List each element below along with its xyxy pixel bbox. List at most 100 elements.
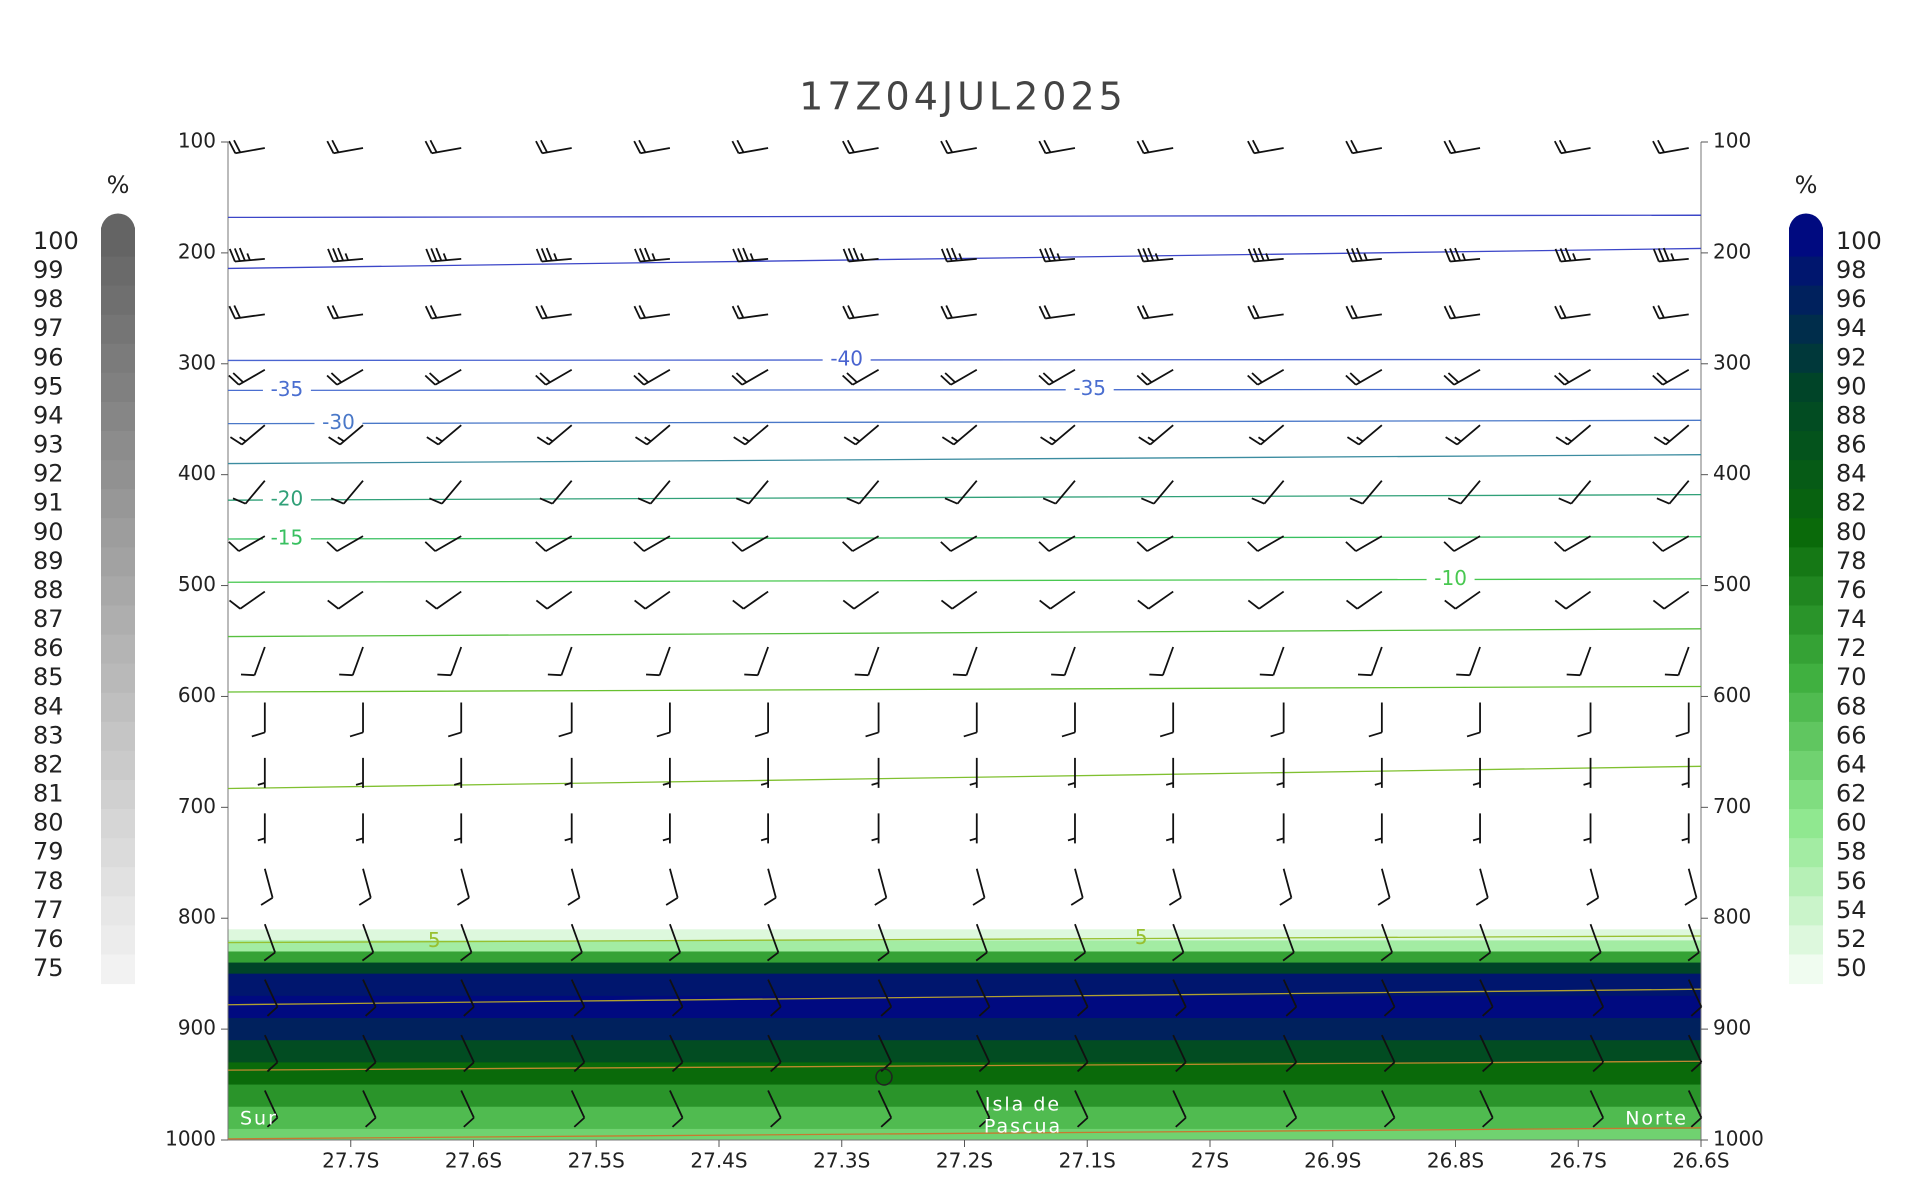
wind-barb	[1346, 247, 1382, 263]
wind-barb	[846, 480, 880, 505]
isotherm	[227, 765, 1702, 790]
colorbar-swatch	[1789, 809, 1823, 839]
colorbar-label: 76	[1836, 576, 1867, 604]
colorbar-swatch	[1789, 431, 1823, 461]
wind-barb	[1675, 702, 1690, 738]
wind-barb	[535, 139, 572, 155]
colorbar-swatch	[101, 779, 135, 810]
colorbar-swatch	[101, 838, 135, 868]
wind-barb	[362, 1090, 377, 1128]
wind-barb	[228, 590, 266, 610]
x-tick-label: 26.8S	[1427, 1149, 1484, 1173]
annotation: Norte	[1625, 1108, 1688, 1130]
wind-barb	[854, 646, 880, 677]
wind-barb	[656, 702, 671, 738]
wind-barb	[1553, 368, 1591, 386]
colorbar-label: 54	[1836, 896, 1867, 924]
colorbar-swatch	[101, 518, 135, 548]
rh-band	[228, 940, 1701, 952]
wind-barb	[1456, 646, 1481, 677]
isotherm	[227, 1127, 1702, 1140]
wind-barb	[547, 646, 573, 677]
wind-barb	[229, 424, 266, 446]
colorbar-unit: %	[107, 171, 130, 199]
wind-barb	[1345, 535, 1383, 552]
marker	[875, 1068, 893, 1086]
isotherm-label: 5	[1135, 925, 1148, 949]
isotherm-label-bg	[822, 348, 871, 371]
wind-barb	[460, 1090, 475, 1128]
wind-barb	[362, 979, 377, 1017]
y2-tick-label: 100	[1713, 129, 1751, 153]
annotation: Isla de	[985, 1094, 1061, 1116]
colorbar-swatch	[1789, 489, 1823, 519]
wind-barb	[355, 813, 364, 844]
colorbar-swatch	[1789, 401, 1823, 432]
colorbar-label: 82	[33, 750, 64, 778]
wind-barb	[1165, 813, 1175, 844]
wind-barb	[760, 757, 769, 788]
colorbar-swatch	[1789, 954, 1823, 985]
colorbar-label: 90	[33, 518, 64, 546]
wind-barb	[460, 979, 475, 1017]
colorbar-swatch	[101, 954, 135, 985]
colorbar-swatch	[101, 547, 135, 577]
colorbar-label: 82	[1836, 489, 1867, 517]
colorbar-swatch	[101, 227, 135, 258]
colorbar-label: 88	[1836, 401, 1867, 429]
wind-barb	[429, 480, 462, 505]
wind-barb	[426, 424, 462, 446]
wind-barb	[1276, 757, 1285, 788]
wind-barb	[637, 480, 671, 505]
wind-barb	[1589, 923, 1602, 962]
y2-tick-label: 300	[1713, 350, 1751, 374]
isotherm	[227, 935, 1702, 944]
wind-barb	[257, 813, 266, 844]
wind-barb	[535, 305, 572, 320]
colorbar-label: 98	[1836, 256, 1867, 284]
colorbar-swatch	[101, 314, 135, 345]
wind-barb	[570, 1034, 586, 1073]
wind-barb	[355, 757, 364, 788]
isotherm	[227, 214, 1702, 219]
x-tick-label: 27S	[1191, 1149, 1229, 1173]
wind-barb	[1345, 139, 1383, 155]
wind-barb	[1656, 480, 1690, 505]
wind-barb	[975, 1034, 991, 1073]
colorbar-label: 88	[33, 576, 64, 604]
wind-barb	[1349, 480, 1383, 505]
wind-barb	[633, 139, 671, 155]
wind-barb	[1172, 979, 1187, 1017]
wind-barb	[326, 305, 364, 320]
wind-barb	[646, 646, 671, 677]
colorbar-unit: %	[1795, 171, 1818, 199]
wind-barb	[570, 979, 586, 1017]
colorbar-label: 89	[33, 547, 64, 575]
wind-barb	[1159, 702, 1175, 738]
wind-barb	[633, 305, 671, 320]
isotherm-label: 5	[428, 928, 441, 952]
wind-barb	[1282, 1090, 1298, 1128]
wind-barb	[1172, 1034, 1187, 1073]
colorbar-label: 78	[1836, 547, 1867, 575]
isotherm	[227, 1060, 1702, 1071]
colorbar-label: 94	[33, 401, 64, 429]
wind-barb	[843, 424, 880, 446]
wind-barb	[952, 646, 978, 677]
colorbar-label: 86	[33, 634, 64, 662]
wind-barb	[635, 424, 671, 446]
wind-barb	[940, 139, 977, 155]
wind-barb	[1443, 305, 1481, 320]
wind-barb	[228, 305, 265, 320]
wind-barb	[1374, 757, 1383, 788]
isotherm	[227, 536, 1702, 540]
wind-barb	[731, 139, 769, 155]
y2-tick-label: 400	[1713, 461, 1751, 485]
wind-barb	[1247, 139, 1284, 155]
wind-barb	[447, 702, 463, 738]
y2-tick-label: 600	[1713, 683, 1751, 707]
colorbar-label: 74	[1836, 605, 1867, 633]
wind-barb	[1443, 368, 1481, 386]
colorbar-label: 91	[33, 489, 64, 517]
wind-barb	[1073, 923, 1087, 962]
